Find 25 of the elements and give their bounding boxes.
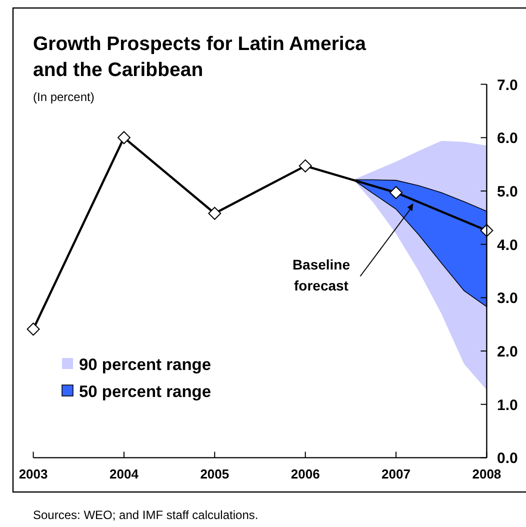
y-tick-label: 3.0 [497, 290, 518, 308]
point [208, 206, 222, 220]
y-tick-label: 2.0 [497, 344, 518, 361]
y-tick-label: 1.0 [497, 396, 518, 414]
legend-label: 90 percent range [79, 356, 212, 374]
x-tick-label: 2004 [110, 466, 140, 482]
x-tick-label: 2003 [18, 466, 48, 482]
legend-label: 50 percent range [79, 383, 212, 401]
annotation: Baseline forecast [292, 256, 350, 294]
x-tick-label: 2007 [382, 466, 410, 482]
y-tick-label: 5.0 [497, 183, 518, 200]
y-tick-label: 7.0 [497, 76, 518, 94]
point [298, 159, 312, 172]
x-tick-label: 2006 [290, 466, 320, 482]
y-tick-label: 0.0 [497, 450, 518, 468]
y-tick-label: 4.0 [497, 236, 518, 254]
x-tick-label: 2008 [472, 466, 502, 482]
x-tick-label: 2005 [200, 466, 230, 482]
chart-title: Growth Prospects for Latin America and the Caribbean [33, 33, 366, 81]
source-note: Sources: WEO; and IMF staff calculations. [33, 508, 258, 522]
text: (In percent) [33, 90, 94, 104]
point [390, 186, 403, 200]
point [117, 131, 130, 144]
y-tick-label: 6.0 [497, 130, 518, 148]
point [26, 322, 40, 336]
